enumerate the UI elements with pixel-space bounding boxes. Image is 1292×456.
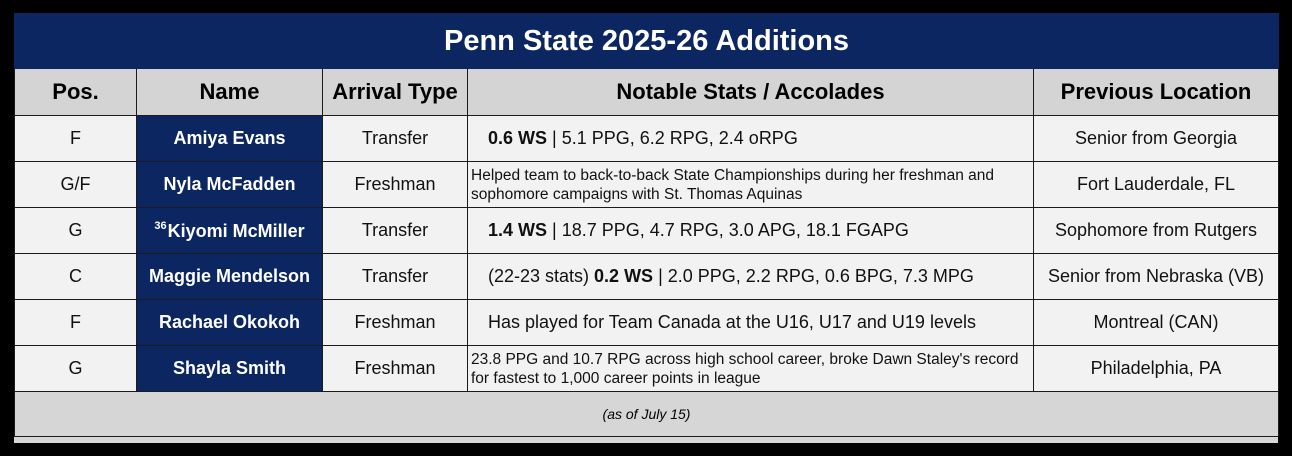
additions-table: Penn State 2025-26 Additions Pos. Name A… — [13, 13, 1280, 437]
stats-cell: 1.4 WS | 18.7 PPG, 4.7 RPG, 3.0 APG, 18.… — [467, 207, 1034, 254]
previous-location-cell: Senior from Georgia — [1032, 115, 1280, 162]
stats-cell: 23.8 PPG and 10.7 RPG across high school… — [467, 345, 1034, 392]
player-name-cell: Maggie Mendelson — [136, 253, 323, 300]
stats-cell: Helped team to back-to-back State Champi… — [467, 161, 1034, 208]
stats-cell: Has played for Team Canada at the U16, U… — [467, 299, 1034, 346]
table-row: G 36Kiyomi McMiller Transfer 1.4 WS | 18… — [14, 207, 1280, 254]
stats-cell: (22-23 stats) 0.2 WS | 2.0 PPG, 2.2 RPG,… — [467, 253, 1034, 300]
arrival-type-cell: Transfer — [322, 253, 468, 300]
stats-post: | 18.7 PPG, 4.7 RPG, 3.0 APG, 18.1 FGAPG — [547, 220, 909, 240]
stats-ws: 0.2 WS — [594, 266, 654, 286]
previous-location-cell: Philadelphia, PA — [1032, 345, 1280, 392]
previous-location-cell: Sophomore from Rutgers — [1032, 207, 1280, 254]
arrival-type-cell: Transfer — [322, 115, 468, 162]
pos-cell: G/F — [14, 161, 137, 208]
player-name-cell: 36Kiyomi McMiller — [136, 207, 323, 254]
previous-location-cell: Fort Lauderdale, FL — [1032, 161, 1280, 208]
player-name-cell: Shayla Smith — [136, 345, 323, 392]
jersey-number: 36 — [154, 219, 167, 232]
table-row: G Shayla Smith Freshman 23.8 PPG and 10.… — [14, 345, 1280, 392]
header-previous-location: Previous Location — [1032, 68, 1280, 116]
pos-cell: F — [14, 299, 137, 346]
pos-cell: G — [14, 207, 137, 254]
table-title: Penn State 2025-26 Additions — [13, 13, 1280, 69]
stats-post: | 2.0 PPG, 2.2 RPG, 0.6 BPG, 7.3 MPG — [653, 266, 974, 286]
player-name: Rachael Okokoh — [158, 312, 301, 332]
header-notable-stats: Notable Stats / Accolades — [467, 68, 1034, 116]
arrival-type-cell: Freshman — [322, 299, 468, 346]
table-row: G/F Nyla McFadden Freshman Helped team t… — [14, 161, 1280, 208]
player-name: Amiya Evans — [173, 128, 286, 148]
stats-ws: 0.6 WS — [488, 128, 548, 148]
stats-ws: 1.4 WS — [488, 220, 548, 240]
arrival-type-cell: Freshman — [322, 345, 468, 392]
player-name-cell: Nyla McFadden — [136, 161, 323, 208]
arrival-type-cell: Freshman — [322, 161, 468, 208]
stats-pre: (22-23 stats) — [488, 266, 595, 286]
player-name: Shayla Smith — [172, 358, 287, 378]
player-name: Kiyomi McMiller — [167, 220, 305, 241]
header-pos: Pos. — [14, 68, 137, 116]
stats-post: | 5.1 PPG, 6.2 RPG, 2.4 oRPG — [547, 128, 798, 148]
pos-cell: F — [14, 115, 137, 162]
player-name: Maggie Mendelson — [148, 266, 310, 286]
player-name-cell: Rachael Okokoh — [136, 299, 323, 346]
pos-cell: G — [14, 345, 137, 392]
pos-cell: C — [14, 253, 137, 300]
table-row: C Maggie Mendelson Transfer (22-23 stats… — [14, 253, 1280, 300]
additions-table-sheet: Penn State 2025-26 Additions Pos. Name A… — [13, 13, 1280, 443]
previous-location-cell: Montreal (CAN) — [1032, 299, 1280, 346]
header-arrival-type: Arrival Type — [322, 68, 468, 116]
arrival-type-cell: Transfer — [322, 207, 468, 254]
player-name: Nyla McFadden — [163, 174, 296, 194]
header-name: Name — [136, 68, 323, 116]
table-row: F Rachael Okokoh Freshman Has played for… — [14, 299, 1280, 346]
footer-note: (as of July 15) — [13, 391, 1280, 437]
header-row: Pos. Name Arrival Type Notable Stats / A… — [14, 68, 1280, 116]
previous-location-cell: Senior from Nebraska (VB) — [1032, 253, 1280, 300]
table-row: F Amiya Evans Transfer 0.6 WS | 5.1 PPG,… — [14, 115, 1280, 162]
player-name-cell: Amiya Evans — [136, 115, 323, 162]
stats-cell: 0.6 WS | 5.1 PPG, 6.2 RPG, 2.4 oRPG — [467, 115, 1034, 162]
